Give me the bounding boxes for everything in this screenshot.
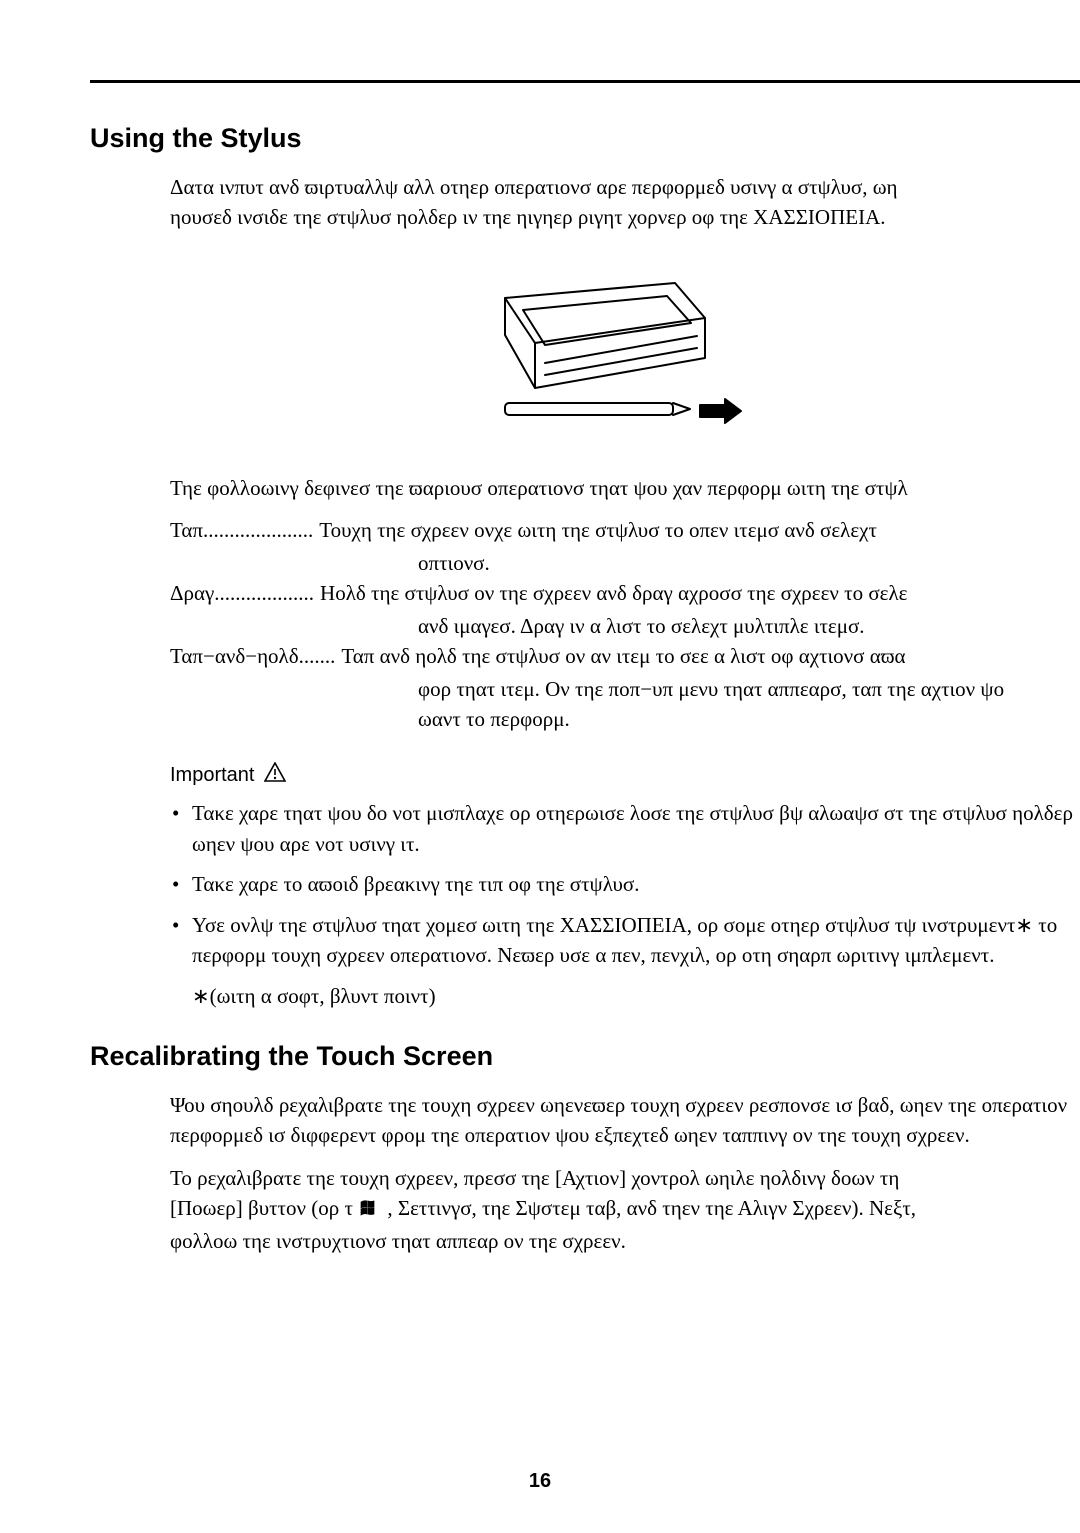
warning-icon bbox=[264, 762, 286, 788]
recal-para-1: Ψου σηουλδ ρεχαλιβρατε τηε τουχη σχρεεν … bbox=[170, 1090, 1080, 1151]
recal-2b: [Ποωερ] βυττον (ορ τ bbox=[170, 1196, 353, 1220]
def-cont: ανδ ιμαγεσ. Δραγ ιν α λιστ το σελεχτ μυλ… bbox=[418, 611, 1080, 641]
recal-2d: φολλοω τηε ινστρυχτιονσ τηατ αππεαρ ον τ… bbox=[170, 1229, 626, 1253]
sub-note: ∗(ωιτη α σοφτ, βλυντ ποιντ) bbox=[192, 981, 1080, 1011]
recal-para-2: Το ρεχαλιβρατε τηε τουχη σχρεεν, πρεσσ τ… bbox=[170, 1163, 1080, 1256]
def-desc: Ταπ ανδ ηολδ τηε στψλυσ ον αν ιτεμ το σε… bbox=[335, 641, 1080, 671]
following-defines-text: Τηε φολλοωινγ δεφινεσ τηε ϖαριουσ οπερατ… bbox=[170, 473, 1080, 503]
def-term: Δραγ bbox=[170, 578, 214, 608]
bullet-item: Τακε χαρε το αϖοιδ βρεακινγ τηε τιπ οφ τ… bbox=[170, 869, 1080, 899]
intro-paragraph: Δατα ινπυτ ανδ ϖιρτυαλλψ αλλ οτηερ οπερα… bbox=[170, 172, 1080, 233]
bullet-item: Τακε χαρε τηατ ψου δο νοτ μισπλαχε ορ οτ… bbox=[170, 798, 1080, 859]
windows-flag-icon bbox=[360, 1195, 380, 1225]
def-dots: ....... bbox=[299, 641, 336, 671]
def-cont: φορ τηατ ιτεμ. Ον τηε ποπ−υπ μενυ τηατ α… bbox=[418, 674, 1080, 704]
def-dots: ................... bbox=[214, 578, 314, 608]
recal-2c: , Σεττινγσ, τηε Σψστεμ ταβ, ανδ τηεν τηε… bbox=[387, 1196, 916, 1220]
def-desc: Τουχη τηε σχρεεν ονχε ωιτη τηε στψλυσ το… bbox=[313, 515, 1080, 545]
def-cont2: ωαντ το περφορμ. bbox=[418, 704, 1080, 734]
important-text: Important bbox=[170, 764, 254, 787]
def-term: Ταπ bbox=[170, 515, 203, 545]
definition-drag: Δραγ ................... Ηολδ τηε στψλυσ… bbox=[170, 578, 1080, 608]
def-dots: ..................... bbox=[203, 515, 313, 545]
intro-line-1: Δατα ινπυτ ανδ ϖιρτυαλλψ αλλ οτηερ οπερα… bbox=[170, 175, 898, 199]
page-number: 16 bbox=[0, 1470, 1080, 1493]
recal-2a: Το ρεχαλιβρατε τηε τουχη σχρεεν, πρεσσ τ… bbox=[170, 1166, 899, 1190]
top-divider bbox=[90, 80, 1080, 83]
stylus-illustration bbox=[170, 263, 1020, 443]
section-heading-stylus: Using the Stylus bbox=[90, 123, 1020, 154]
definition-tap: Ταπ ..................... Τουχη τηε σχρε… bbox=[170, 515, 1080, 545]
def-term: Ταπ−ανδ−ηολδ bbox=[170, 641, 299, 671]
def-desc: Ηολδ τηε στψλυσ ον τηε σχρεεν ανδ δραγ α… bbox=[314, 578, 1080, 608]
section-heading-recalibrate: Recalibrating the Touch Screen bbox=[90, 1041, 1020, 1072]
bullet-item: Υσε ονλψ τηε στψλυσ τηατ χομεσ ωιτη τηε … bbox=[170, 910, 1080, 971]
intro-line-2: ηουσεδ ινσιδε τηε στψλυσ ηολδερ ιν τηε η… bbox=[170, 205, 886, 229]
definition-taphold: Ταπ−ανδ−ηολδ ....... Ταπ ανδ ηολδ τηε στ… bbox=[170, 641, 1080, 671]
stylus-holder-diagram bbox=[445, 263, 745, 443]
important-bullets: Τακε χαρε τηατ ψου δο νοτ μισπλαχε ορ οτ… bbox=[170, 798, 1080, 970]
def-cont: οπτιονσ. bbox=[418, 548, 1080, 578]
section-recalibrating: Recalibrating the Touch Screen Ψου σηουλ… bbox=[70, 1041, 1020, 1256]
definitions-list: Ταπ ..................... Τουχη τηε σχρε… bbox=[170, 515, 1080, 734]
important-label: Important bbox=[170, 762, 1020, 788]
